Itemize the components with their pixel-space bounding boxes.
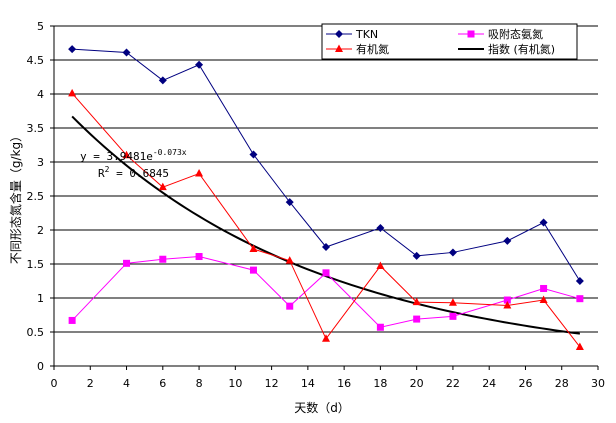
series-3: [68, 88, 584, 350]
data-point: [448, 298, 457, 306]
series-1: [68, 45, 584, 285]
legend-entry: 指数 (有机氮): [458, 42, 555, 56]
data-point: [68, 316, 76, 324]
x-tick-label: 10: [228, 377, 242, 390]
data-point: [376, 223, 385, 232]
data-point: [195, 253, 203, 261]
y-tick-label: 3.5: [27, 122, 45, 135]
x-tick-label: 26: [518, 377, 532, 390]
x-tick-label: 4: [123, 377, 130, 390]
data-point: [122, 48, 131, 57]
y-tick-label: 2: [37, 224, 44, 237]
data-point: [286, 302, 294, 310]
legend-entry: TKN: [326, 28, 378, 41]
y-axis-title: 不同形态氮含量（g/kg）: [8, 130, 23, 264]
x-tick-label: 14: [301, 377, 315, 390]
x-tick-label: 24: [482, 377, 496, 390]
data-point: [376, 261, 385, 270]
legend-label: 指数 (有机氮): [488, 42, 555, 56]
y-tick-label: 0: [37, 360, 44, 373]
x-tick-label: 30: [591, 377, 605, 390]
data-point: [376, 323, 384, 331]
y-tick-label: 1: [37, 292, 44, 305]
data-point: [335, 30, 343, 38]
data-point: [503, 300, 512, 309]
x-axis-title: 天数（d）: [294, 400, 350, 415]
data-point: [158, 182, 167, 191]
data-point: [335, 44, 343, 52]
data-point: [322, 334, 330, 342]
x-tick-label: 20: [410, 377, 424, 390]
data-point: [322, 243, 330, 251]
data-point: [249, 244, 258, 253]
tick-labels: 00.511.522.533.544.550 2 4 6 8 10 12 14 16 18 20 22…: [27, 20, 606, 390]
y-tick-label: 4.5: [27, 54, 45, 67]
y-tick-label: 2.5: [27, 190, 45, 203]
x-tick-label: 16: [337, 377, 351, 390]
data-point: [575, 277, 584, 285]
data-point: [285, 198, 294, 207]
x-tick-label: 2: [87, 377, 94, 390]
data-point: [122, 150, 131, 159]
y-tick-label: 1.5: [27, 258, 45, 271]
legend-entry: 吸附态氨氮: [458, 27, 543, 41]
trend-equation-exponent: -0.073x: [153, 148, 187, 157]
r-squared-superscript: 2: [105, 165, 110, 174]
data-point: [285, 256, 294, 264]
data-point: [503, 296, 511, 304]
legend-label: TKN: [355, 28, 378, 41]
trend-equation-main: y = 3.9481e: [80, 150, 153, 163]
x-tick-label: 18: [373, 377, 387, 390]
x-tick-label: 28: [555, 377, 569, 390]
legend-entry: 有机氮: [326, 42, 389, 56]
data-point: [322, 269, 330, 277]
data-point: [249, 150, 258, 159]
trend-r-squared: R2 = 0.6845: [98, 165, 169, 180]
data-point: [68, 88, 77, 97]
data-point: [539, 295, 548, 304]
data-point: [503, 236, 512, 245]
x-tick-label: 6: [159, 377, 166, 390]
data-point: [540, 284, 548, 292]
x-tick-label: 22: [446, 377, 460, 390]
legend-label: 有机氮: [356, 42, 389, 56]
data-point: [158, 76, 167, 85]
data-point: [159, 255, 167, 263]
data-point: [195, 169, 204, 177]
data-point: [195, 60, 204, 69]
y-tick-label: 4: [37, 88, 44, 101]
data-point: [412, 251, 421, 260]
data-point: [575, 342, 584, 350]
data-point: [467, 30, 475, 38]
x-tick-label: 12: [265, 377, 279, 390]
x-tick-label: 8: [196, 377, 203, 390]
data-point: [123, 259, 131, 267]
data-point: [249, 266, 257, 274]
x-tick-label: 0: [51, 377, 58, 390]
series-group: [68, 45, 584, 350]
data-point: [539, 218, 548, 227]
data-point: [448, 248, 457, 257]
y-tick-label: 3: [37, 156, 44, 169]
axes: [50, 25, 599, 370]
r-squared-letter: R: [98, 167, 105, 180]
data-point: [68, 45, 77, 54]
data-point: [576, 295, 584, 303]
r-squared-value: = 0.6845: [109, 167, 169, 180]
data-point: [413, 315, 421, 323]
y-tick-label: 0.5: [27, 326, 45, 339]
legend-label: 吸附态氨氮: [488, 27, 543, 41]
data-point: [449, 312, 457, 320]
y-tick-label: 5: [37, 20, 44, 33]
legend-box: [321, 23, 578, 60]
data-point: [412, 297, 421, 306]
series-2: [68, 253, 584, 331]
trend-equation: y = 3.9481e-0.073x: [80, 148, 187, 163]
